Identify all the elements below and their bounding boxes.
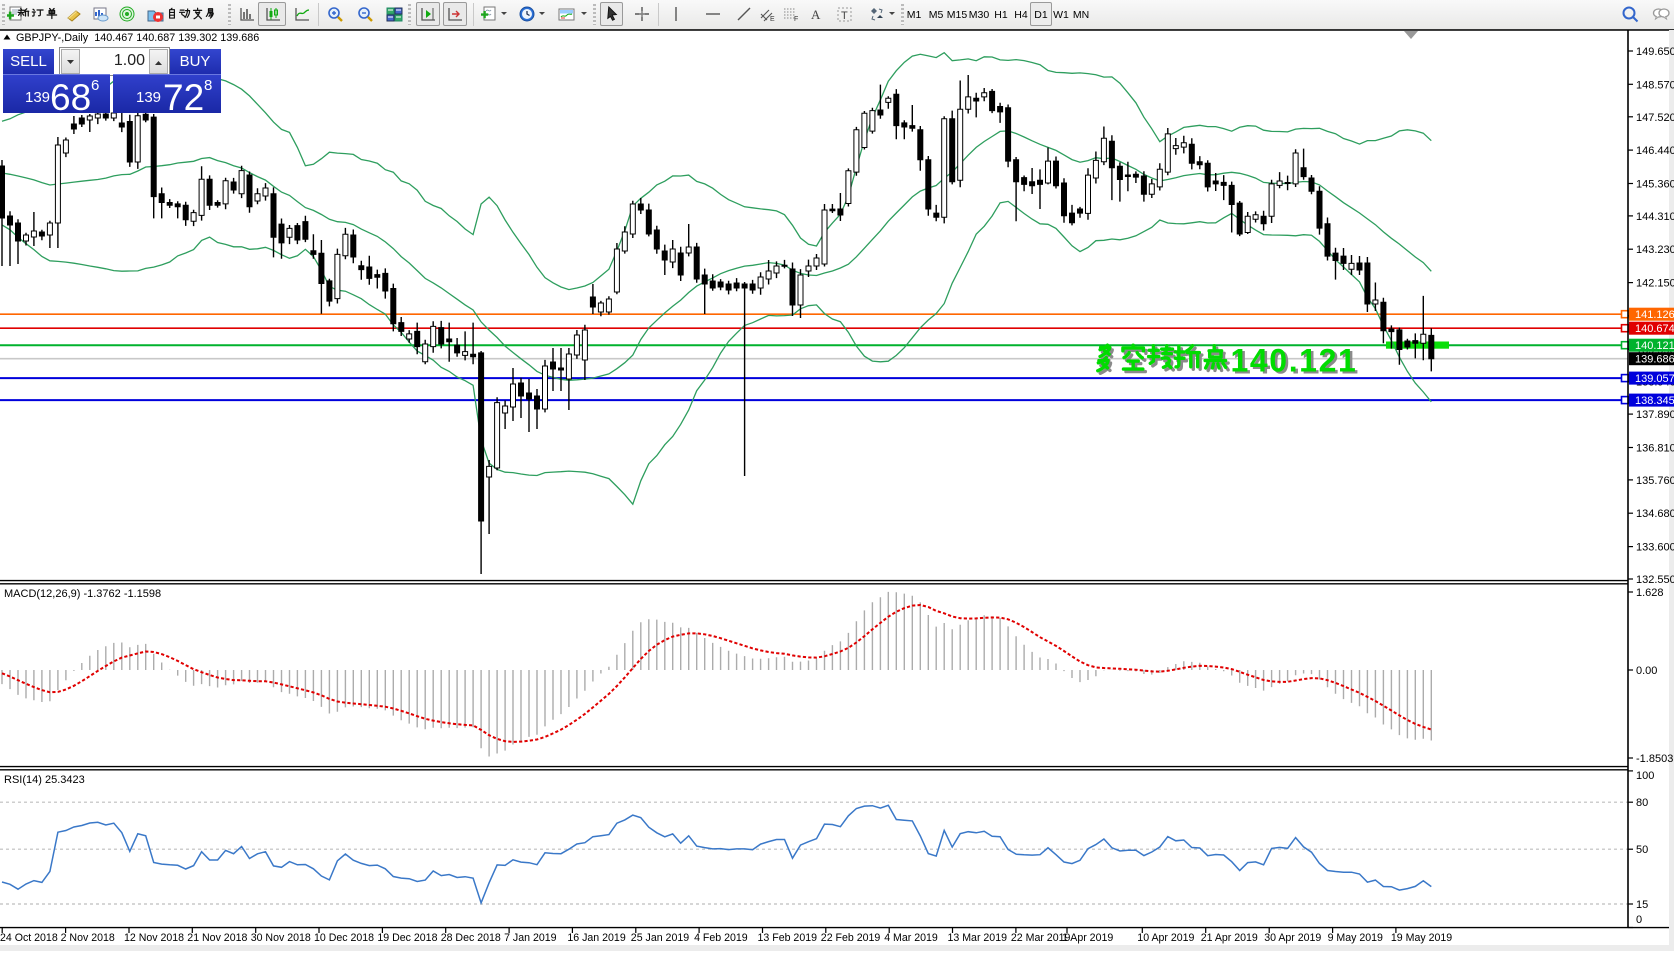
svg-text:T: T — [841, 10, 848, 22]
svg-text:1.628: 1.628 — [1636, 587, 1664, 599]
svg-text:21 Nov 2018: 21 Nov 2018 — [187, 932, 247, 944]
svg-text:13 Mar 2019: 13 Mar 2019 — [948, 932, 1008, 944]
svg-text:139.686: 139.686 — [1635, 354, 1674, 366]
svg-text:22 Feb 2019: 22 Feb 2019 — [821, 932, 881, 944]
svg-text:4 Mar 2019: 4 Mar 2019 — [884, 932, 938, 944]
svg-text:134.680: 134.680 — [1636, 508, 1674, 520]
svg-text:22 Mar 2019: 22 Mar 2019 — [1011, 932, 1071, 944]
svg-text:143.230: 143.230 — [1636, 244, 1674, 256]
svg-text:28 Dec 2018: 28 Dec 2018 — [441, 932, 501, 944]
svg-text:138.345: 138.345 — [1635, 395, 1674, 407]
svg-text:141.126: 141.126 — [1635, 309, 1674, 321]
svg-text:142.150: 142.150 — [1636, 278, 1674, 290]
svg-text:1 Apr 2019: 1 Apr 2019 — [1062, 932, 1113, 944]
svg-text:E: E — [770, 16, 775, 23]
svg-text:25 Jan 2019: 25 Jan 2019 — [631, 932, 689, 944]
svg-text:2 Nov 2018: 2 Nov 2018 — [61, 932, 115, 944]
svg-text:RSI(14) 25.3423: RSI(14) 25.3423 — [4, 774, 85, 786]
svg-text:140.121: 140.121 — [1635, 340, 1674, 352]
svg-text:137.890: 137.890 — [1636, 409, 1674, 421]
svg-text:30 Apr 2019: 30 Apr 2019 — [1264, 932, 1321, 944]
svg-text:16 Jan 2019: 16 Jan 2019 — [567, 932, 625, 944]
svg-text:15: 15 — [1636, 899, 1648, 911]
svg-text:A: A — [811, 7, 821, 22]
svg-text:145.360: 145.360 — [1636, 179, 1674, 191]
svg-text:140.674: 140.674 — [1635, 323, 1674, 335]
svg-text:146.440: 146.440 — [1636, 145, 1674, 157]
svg-text:19 May 2019: 19 May 2019 — [1391, 932, 1452, 944]
svg-text:21 Apr 2019: 21 Apr 2019 — [1201, 932, 1258, 944]
svg-text:F: F — [794, 16, 798, 23]
svg-text:133.600: 133.600 — [1636, 542, 1674, 554]
svg-text:0.00: 0.00 — [1636, 665, 1657, 677]
svg-text:132.550: 132.550 — [1636, 574, 1674, 586]
svg-text:147.520: 147.520 — [1636, 112, 1674, 124]
svg-text:80: 80 — [1636, 797, 1648, 809]
svg-text:4 Feb 2019: 4 Feb 2019 — [694, 932, 748, 944]
svg-text:139.057: 139.057 — [1635, 373, 1674, 385]
svg-text:10 Apr 2019: 10 Apr 2019 — [1137, 932, 1194, 944]
svg-text:13 Feb 2019: 13 Feb 2019 — [758, 932, 818, 944]
svg-text:19 Dec 2018: 19 Dec 2018 — [377, 932, 437, 944]
svg-text:100: 100 — [1636, 770, 1654, 782]
svg-text:50: 50 — [1636, 844, 1648, 856]
svg-text:MACD(12,26,9) -1.3762 -1.1598: MACD(12,26,9) -1.3762 -1.1598 — [4, 588, 161, 600]
svg-text:140.121: 140.121 — [1231, 343, 1358, 379]
svg-text:10 Dec 2018: 10 Dec 2018 — [314, 932, 374, 944]
svg-text:30 Nov 2018: 30 Nov 2018 — [251, 932, 311, 944]
svg-text:7 Jan 2019: 7 Jan 2019 — [504, 932, 557, 944]
svg-text:9 May 2019: 9 May 2019 — [1328, 932, 1383, 944]
svg-text:-1.8503: -1.8503 — [1636, 753, 1673, 765]
svg-text:24 Oct 2018: 24 Oct 2018 — [0, 932, 58, 944]
svg-text:149.650: 149.650 — [1636, 46, 1674, 58]
svg-text:12 Nov 2018: 12 Nov 2018 — [124, 932, 184, 944]
svg-text:0: 0 — [1636, 914, 1642, 926]
svg-text:135.760: 135.760 — [1636, 475, 1674, 487]
svg-text:144.310: 144.310 — [1636, 211, 1674, 223]
svg-text:140.121: 140.121 — [1233, 345, 1360, 381]
svg-text:148.570: 148.570 — [1636, 79, 1674, 91]
svg-text:136.810: 136.810 — [1636, 443, 1674, 455]
